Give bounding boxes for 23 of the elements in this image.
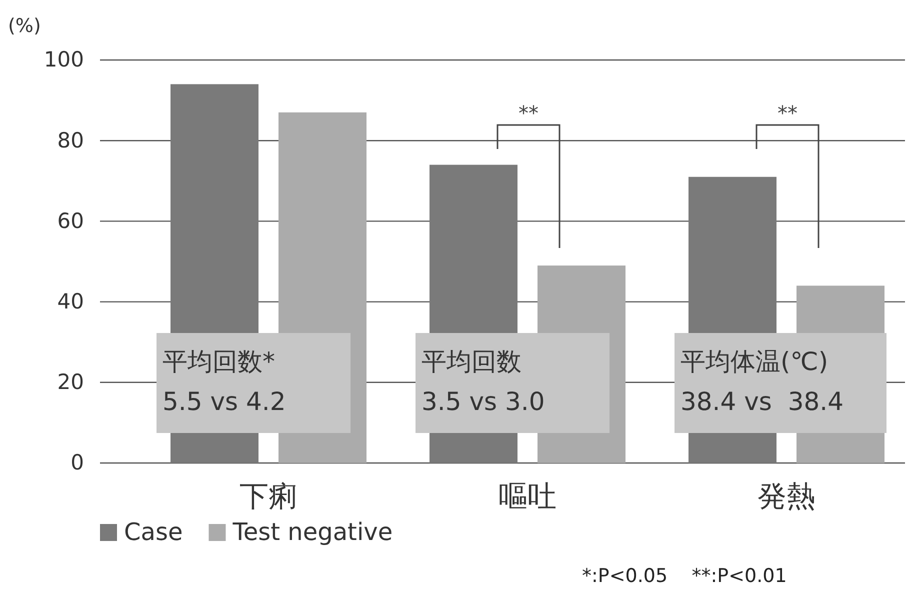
y-tick-label: 20: [57, 370, 84, 394]
note-box: 平均回数 3.5 vs 3.0: [416, 333, 610, 433]
legend-label: Case: [124, 518, 183, 546]
annotation: **: [778, 101, 798, 125]
legend-label: Test negative: [232, 518, 393, 546]
text: *:P<0.05 **:P<0.01: [582, 565, 787, 587]
y-tick-label: 40: [57, 290, 84, 314]
annotation: 平均体温(℃) 38.4 vs 38.4: [680, 347, 844, 416]
significance-bracket: **: [756, 101, 820, 248]
y-tick-label: 60: [57, 208, 84, 233]
annotation: 平均回数 3.5 vs 3.0: [422, 347, 545, 416]
x-tick-label: 発熱: [758, 479, 816, 513]
x-tick-label: 下痢: [240, 479, 298, 513]
y-axis-title: (%): [8, 15, 41, 37]
y-tick-label: 100: [44, 48, 84, 72]
annotation: 平均回数* 5.5 vs 4.2: [162, 347, 286, 416]
y-tick-label: 80: [57, 128, 84, 152]
note-box: 平均回数* 5.5 vs 4.2: [156, 333, 350, 433]
x-tick-label: 嘔吐: [498, 479, 556, 513]
annotation: **: [518, 101, 538, 125]
significance-bracket: **: [496, 101, 560, 248]
note-box: 平均体温(℃) 38.4 vs 38.4: [674, 333, 886, 433]
y-tick-label: 0: [70, 450, 84, 475]
